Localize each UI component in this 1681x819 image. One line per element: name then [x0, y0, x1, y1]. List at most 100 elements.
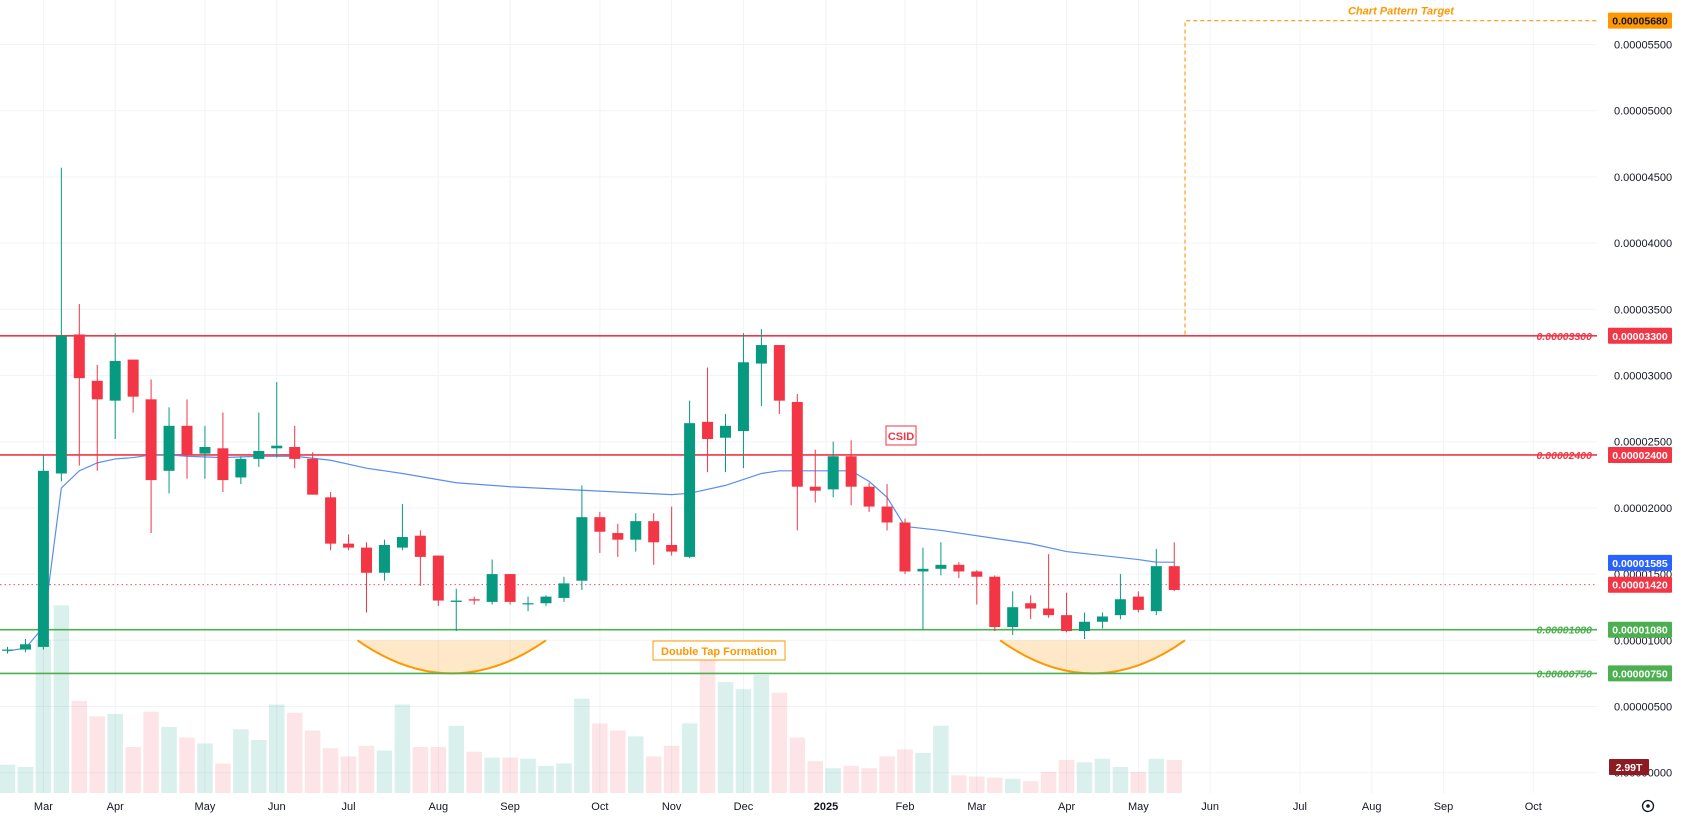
volume-bar [286, 712, 303, 793]
candle-body [666, 544, 678, 552]
candle-body [1168, 566, 1180, 590]
candle-body [253, 450, 265, 459]
price-axis[interactable]: 0.00005500 0.00005000 0.00004500 0.00004000… [1608, 12, 1672, 780]
candle-body [791, 401, 803, 487]
price-tag-bg [1608, 576, 1672, 593]
candle-body [307, 458, 319, 495]
volume-bar [502, 757, 518, 793]
candle-body [145, 399, 157, 481]
volume-bar [233, 729, 249, 793]
y-tick-label: 0.00005000 [1614, 106, 1672, 118]
candle-body [1007, 607, 1019, 628]
x-tick-label: Oct [1525, 801, 1542, 813]
time-axis[interactable]: Mar Apr May Jun Jul Aug Sep Oct Nov Dec 2025 Feb Mar… [34, 801, 1542, 813]
x-tick-label: Jul [342, 801, 356, 813]
volume-bar [933, 725, 949, 793]
candle-body [73, 334, 85, 379]
x-tick-label: Aug [429, 801, 449, 813]
settings-icon[interactable] [1641, 799, 1655, 813]
price-tag-bg [1608, 554, 1672, 571]
volume-bar [1040, 771, 1057, 793]
level-price-tag: 0.00000750 [1612, 668, 1668, 680]
volume-bar [645, 756, 662, 793]
y-tick-label: 0.00002000 [1614, 503, 1672, 515]
volume-bar [161, 726, 177, 793]
candle-body [648, 521, 660, 543]
volume-bar [215, 763, 231, 793]
pattern-arcs [356, 639, 1186, 675]
double-tap-box [652, 640, 786, 661]
ma-line [7, 454, 1175, 652]
volume-bar [951, 775, 967, 793]
x-tick-label: 2025 [814, 801, 838, 813]
candle-body [450, 600, 462, 602]
x-tick-label: Oct [591, 801, 608, 813]
moving-average [7, 454, 1175, 652]
candle-body [899, 522, 911, 572]
volume-bar [448, 725, 464, 793]
level-label: 0.00002400 [1537, 450, 1593, 462]
x-tick-label: Feb [896, 801, 915, 813]
volume-bar [574, 698, 590, 793]
volume-bar [628, 736, 644, 793]
price-tag: 0.00001420 [1612, 580, 1668, 592]
candle-body [522, 603, 534, 605]
csid-label: CSID [888, 431, 914, 443]
candle-body [55, 335, 67, 474]
x-tick-label: Sep [500, 801, 520, 813]
x-tick-label: Dec [734, 801, 754, 813]
candle-body [989, 576, 1001, 628]
y-tick-label: 0.00004500 [1614, 172, 1672, 184]
candle-body [576, 517, 588, 581]
y-tick-label: 0.00001000 [1614, 635, 1672, 647]
volume-bar [466, 751, 482, 793]
volume-bar [251, 739, 267, 793]
horizontal-levels[interactable]: 0.00003300 0.00002400 0.00001080 0.00000750 [0, 331, 1597, 681]
x-tick-label: May [195, 801, 216, 813]
x-tick-label: Nov [662, 801, 682, 813]
y-tick-label: 0.00003500 [1614, 304, 1672, 316]
level-price-tag-bg [1608, 327, 1672, 344]
volume-bar [430, 746, 447, 793]
candle-body [935, 564, 947, 569]
x-tick-label: Mar [34, 801, 53, 813]
volume-bar [610, 730, 626, 793]
volume-bar [1112, 767, 1129, 793]
target-annotation: Chart Pattern Target [1348, 6, 1455, 18]
volume-bar [987, 777, 1003, 793]
candle-body [181, 425, 193, 455]
level-label: 0.00003300 [1537, 331, 1593, 343]
x-tick-label: Sep [1434, 801, 1454, 813]
candle-body [1043, 608, 1055, 616]
candle-body [1096, 616, 1108, 622]
volume-bar [376, 750, 393, 793]
candle-body [289, 446, 301, 459]
volume-bar [735, 689, 752, 793]
volume-bar [0, 764, 16, 793]
candle-body [773, 345, 785, 401]
candle-body [217, 448, 229, 481]
volume-bar [1058, 759, 1075, 793]
level-label: 0.00001080 [1537, 625, 1593, 637]
volume-bar [879, 756, 895, 793]
volume-bar [179, 737, 195, 793]
x-tick-label: Jun [268, 801, 286, 813]
y-tick-label: 0.00002500 [1614, 437, 1672, 449]
level-price-tag-bg [1608, 446, 1672, 463]
volume-bar [556, 763, 572, 793]
candle-body [361, 547, 372, 573]
candle-body [863, 486, 875, 507]
volume-bar [35, 639, 52, 793]
double-tap-label: Double Tap Formation [661, 646, 777, 658]
volume-bar [304, 730, 321, 793]
volume-bar [1004, 778, 1021, 793]
annotations: CSID Double Tap Formation [652, 425, 917, 661]
candle-body [504, 574, 516, 602]
x-tick-label: Jul [1293, 801, 1307, 813]
candle-body [396, 537, 408, 548]
candle-body [235, 458, 247, 478]
y-tick-label: 0.00004000 [1614, 238, 1672, 250]
level-label: 0.00000750 [1537, 668, 1593, 680]
candle-body [809, 486, 821, 491]
